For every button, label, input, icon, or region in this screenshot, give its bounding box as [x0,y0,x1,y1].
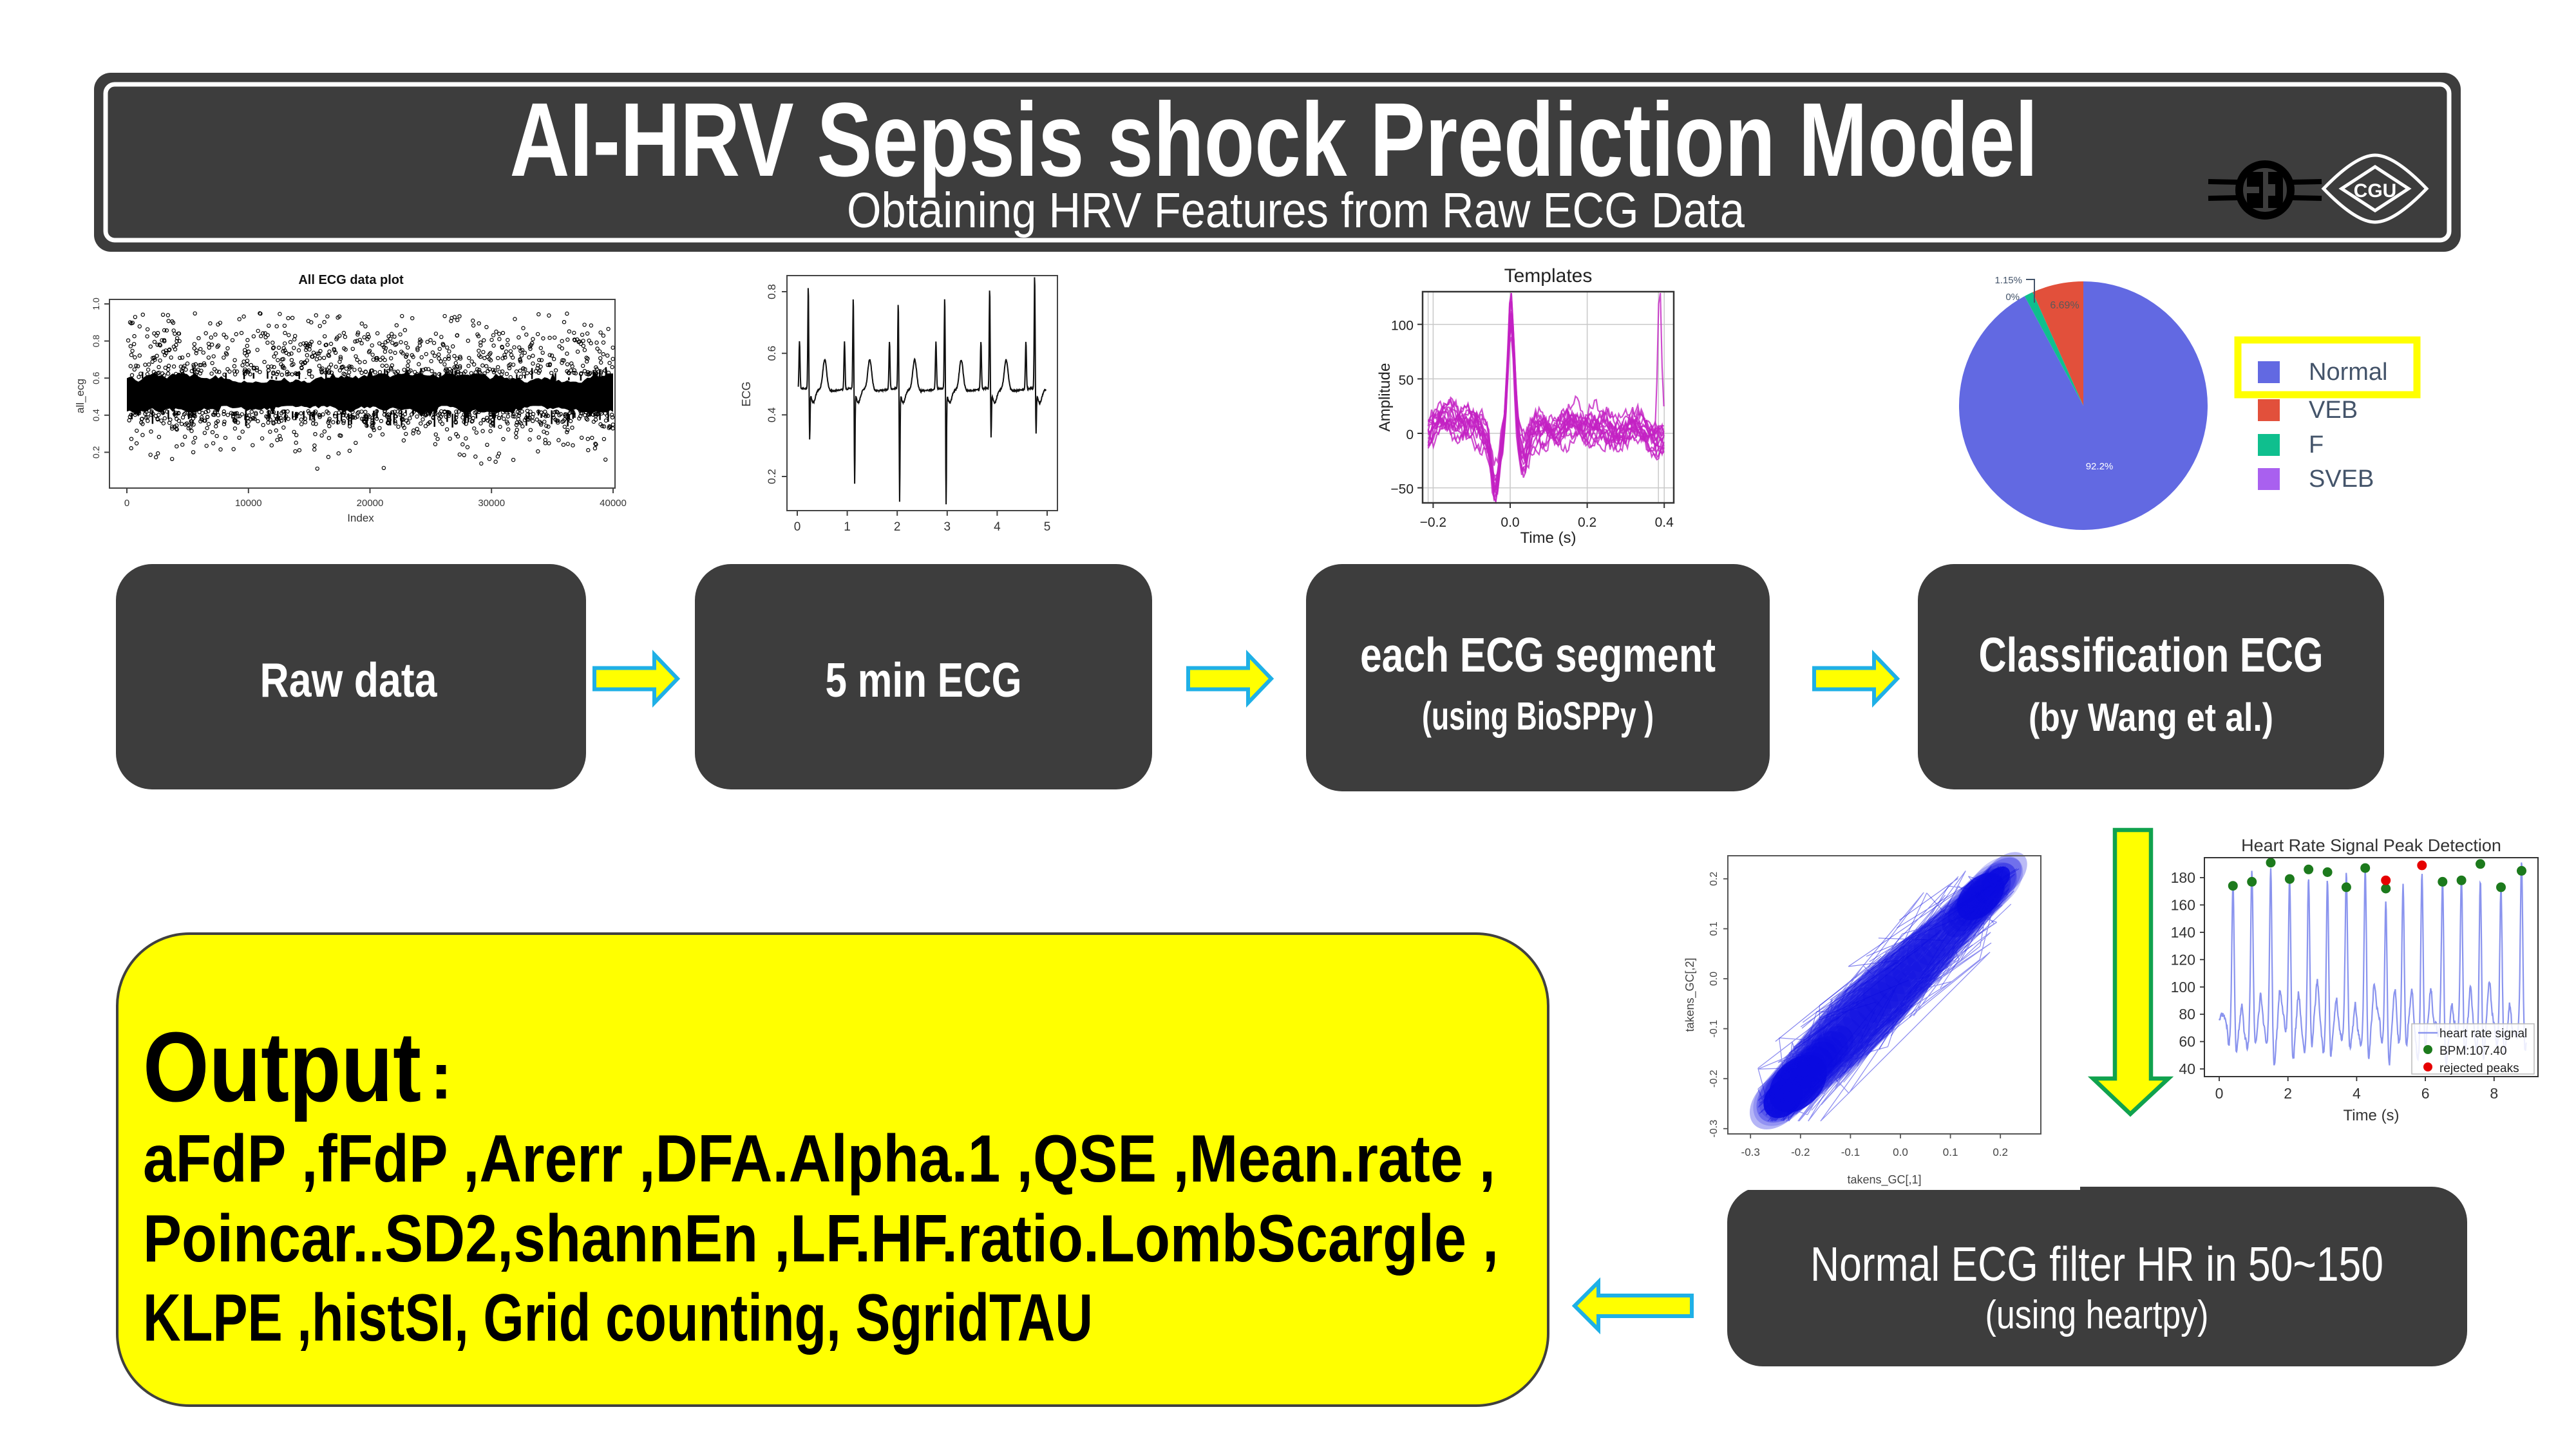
svg-text:1: 1 [844,520,851,534]
svg-text:92.2%: 92.2% [2086,461,2114,472]
svg-text:VEB: VEB [2309,397,2358,424]
svg-text:0.2: 0.2 [1993,1146,2008,1158]
svg-text:4: 4 [2353,1085,2361,1102]
svg-text:0.4: 0.4 [766,407,778,422]
svg-text:rejected peaks: rejected peaks [2439,1062,2519,1075]
svg-text:Heart Rate Signal Peak Detecti: Heart Rate Signal Peak Detection [2241,836,2501,855]
svg-text:0.2: 0.2 [1578,515,1596,530]
svg-text:0.2: 0.2 [1709,872,1719,886]
svg-text:40000: 40000 [600,498,627,509]
svg-text:0.8: 0.8 [766,284,778,299]
svg-text:0.2: 0.2 [91,446,101,458]
svg-text:3: 3 [944,520,951,534]
svg-text:all_ecg: all_ecg [74,379,86,413]
svg-text:CGU: CGU [2354,180,2397,202]
svg-text:-0.3: -0.3 [1741,1146,1760,1158]
svg-text:-0.1: -0.1 [1841,1146,1860,1158]
svg-text:F: F [2309,431,2324,458]
svg-text:2: 2 [2284,1085,2292,1102]
svg-text:(using BioSPPy ): (using BioSPPy ) [1422,694,1654,738]
svg-text:−0.2: −0.2 [1420,515,1446,530]
svg-text:40: 40 [2179,1061,2195,1077]
svg-text:100: 100 [1391,319,1414,334]
svg-text:0.1: 0.1 [1709,921,1719,936]
svg-text:0.4: 0.4 [91,409,101,422]
svg-text:0.0: 0.0 [1709,972,1719,986]
svg-text:4: 4 [994,520,1001,534]
svg-text:0.6: 0.6 [91,372,101,384]
svg-text:0.6: 0.6 [766,346,778,361]
svg-text:heart rate signal: heart rate signal [2439,1027,2527,1041]
svg-text:0.1: 0.1 [1943,1146,1958,1158]
svg-text:6.69%: 6.69% [2050,300,2079,311]
svg-text:5 min ECG: 5 min ECG [826,653,1022,707]
svg-text:0: 0 [2215,1085,2224,1102]
svg-text:KLPE ,histSI, Grid counting, S: KLPE ,histSI, Grid counting, SgridTAU [143,1281,1093,1355]
svg-text:10000: 10000 [235,498,262,509]
svg-text:-0.3: -0.3 [1709,1120,1719,1138]
svg-text:50: 50 [1399,373,1414,388]
svg-text:Time (s): Time (s) [2343,1107,2399,1124]
svg-text:180: 180 [2171,869,2195,886]
svg-text:takens_GC[,1]: takens_GC[,1] [1847,1173,1921,1187]
svg-text:Time (s): Time (s) [1520,529,1576,547]
svg-text:Amplitude: Amplitude [1376,363,1394,432]
svg-text:−50: −50 [1390,482,1414,497]
svg-text:Normal: Normal [2309,359,2387,386]
svg-text:Output: Output [143,1012,421,1122]
svg-text:SVEB: SVEB [2309,466,2374,493]
svg-text:Obtaining HRV Features from Ra: Obtaining HRV Features from Raw ECG Data [847,183,1745,238]
svg-text:Normal ECG filter HR in 50~150: Normal ECG filter HR in 50~150 [1810,1237,2383,1291]
svg-text:2: 2 [894,520,901,534]
svg-text:takens_GC[,2]: takens_GC[,2] [1683,957,1697,1032]
svg-text:0.0: 0.0 [1893,1146,1908,1158]
svg-text:0%: 0% [2005,292,2020,303]
svg-text:BPM:107.40: BPM:107.40 [2439,1044,2507,1058]
svg-text:(using heartpy): (using heartpy) [1985,1293,2209,1337]
svg-text:1.15%: 1.15% [1994,275,2022,286]
svg-text:160: 160 [2171,896,2195,913]
svg-text:-0.2: -0.2 [1791,1146,1810,1158]
svg-text:6: 6 [2421,1085,2430,1102]
svg-text:Poincar..SD2,shannEn ,LF.HF.ra: Poincar..SD2,shannEn ,LF.HF.ratio.LombSc… [143,1202,1499,1276]
svg-text:0.8: 0.8 [91,335,101,348]
svg-text:0: 0 [794,520,801,534]
svg-text:AI-HRV Sepsis shock Prediction: AI-HRV Sepsis shock Prediction Model [510,80,2038,198]
svg-text:0.2: 0.2 [766,469,778,484]
svg-text::: : [430,1039,452,1113]
svg-text:Index: Index [347,512,374,524]
svg-text:60: 60 [2179,1033,2195,1050]
svg-text:80: 80 [2179,1006,2195,1023]
svg-text:Classification ECG: Classification ECG [1979,628,2324,682]
svg-text:1.0: 1.0 [91,297,101,310]
svg-text:(by Wang et al.): (by Wang et al.) [2029,695,2273,739]
svg-text:0.4: 0.4 [1655,515,1674,530]
svg-text:aFdP ,fFdP ,Arerr ,DFA.Alpha.1: aFdP ,fFdP ,Arerr ,DFA.Alpha.1 ,QSE ,Mea… [143,1122,1495,1196]
svg-text:ECG: ECG [740,381,753,406]
svg-text:20000: 20000 [357,498,384,509]
svg-text:140: 140 [2171,924,2195,941]
svg-text:8: 8 [2490,1085,2498,1102]
svg-text:120: 120 [2171,951,2195,968]
svg-text:0: 0 [1406,428,1414,442]
svg-text:100: 100 [2171,979,2195,995]
svg-text:Raw data: Raw data [260,653,438,707]
svg-text:-0.1: -0.1 [1709,1020,1719,1038]
svg-text:0: 0 [124,498,129,509]
svg-text:30000: 30000 [478,498,505,509]
svg-text:0.0: 0.0 [1501,515,1519,530]
svg-text:each ECG segment: each ECG segment [1360,628,1716,682]
svg-text:5: 5 [1044,520,1051,534]
svg-text:All ECG data plot: All ECG data plot [298,273,404,287]
svg-text:Templates: Templates [1504,265,1593,287]
svg-text:-0.2: -0.2 [1709,1070,1719,1088]
